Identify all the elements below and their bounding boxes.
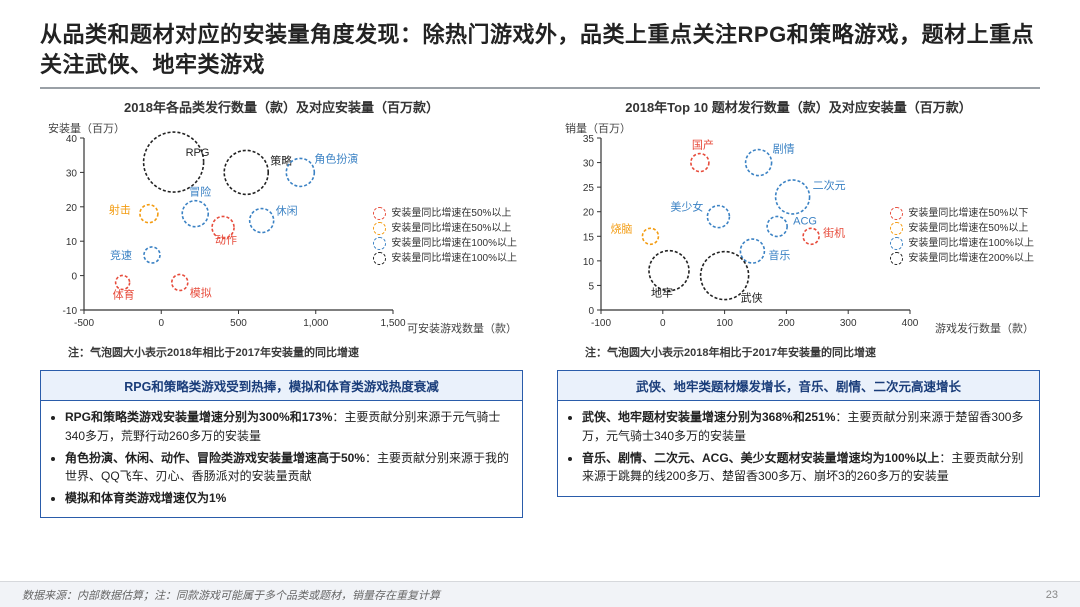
- svg-text:竞速: 竞速: [110, 248, 132, 262]
- legend-label: 安装量同比增速在100%以上: [391, 236, 517, 251]
- list-item: 武侠、地牢题材安装量增速分别为368%和251%：主要贡献分别来源于楚留香300…: [582, 408, 1027, 445]
- list-item: 音乐、剧情、二次元、ACG、美少女题材安装量增速均为100%以上：主要贡献分别来…: [582, 449, 1027, 486]
- list-item: 模拟和体育类游戏增速仅为1%: [65, 489, 510, 508]
- right-summary-box: 武侠、地牢类题材爆发增长，音乐、剧情、二次元高速增长 武侠、地牢题材安装量增速分…: [557, 370, 1040, 496]
- left-summary-box: RPG和策略类游戏受到热捧，模拟和体育类游戏热度衰减 RPG和策略类游戏安装量增…: [40, 370, 523, 518]
- legend-swatch: [890, 237, 903, 250]
- svg-text:30: 30: [583, 159, 595, 170]
- svg-text:1,000: 1,000: [303, 318, 328, 329]
- svg-text:10: 10: [583, 257, 595, 268]
- legend-row: 安装量同比增速在50%以上: [373, 221, 517, 236]
- footer: 数据来源：内部数据估算；注：同款游戏可能属于多个品类或题材，销量存在重复计算 2…: [0, 581, 1080, 607]
- right-box-head: 武侠、地牢类题材爆发增长，音乐、剧情、二次元高速增长: [558, 371, 1039, 401]
- list-item: RPG和策略类游戏安装量增速分别为300%和173%：主要贡献分别来源于元气骑士…: [65, 408, 510, 445]
- legend-row: 安装量同比增速在50%以下: [890, 206, 1034, 221]
- svg-text:街机: 街机: [823, 226, 845, 240]
- legend-swatch: [373, 237, 386, 250]
- svg-text:30: 30: [66, 169, 78, 180]
- legend-label: 安装量同比增速在50%以下: [908, 206, 1028, 221]
- left-box-head: RPG和策略类游戏受到热捧，模拟和体育类游戏热度衰减: [41, 371, 522, 401]
- left-chart-note: 注：气泡圆大小表示2018年相比于2017年安装量的同比增速: [40, 344, 523, 360]
- right-column: 2018年Top 10 题材发行数量（款）及对应安装量（百万款） 销量（百万） …: [557, 95, 1040, 518]
- left-column: 2018年各品类发行数量（款）及对应安装量（百万款） 安装量（百万） 可安装游戏…: [40, 95, 523, 518]
- right-legend: 安装量同比增速在50%以下 安装量同比增速在50%以上 安装量同比增速在100%…: [890, 206, 1034, 266]
- svg-text:角色扮演: 角色扮演: [314, 152, 358, 166]
- legend-row: 安装量同比增速在100%以上: [890, 236, 1034, 251]
- svg-text:ACG: ACG: [793, 216, 817, 228]
- svg-text:射击: 射击: [109, 203, 131, 217]
- slide-title: 从品类和题材对应的安装量角度发现：除热门游戏外，品类上重点关注RPG和策略游戏，…: [40, 20, 1040, 79]
- title-rule: [40, 87, 1040, 89]
- svg-text:500: 500: [230, 318, 247, 329]
- svg-text:烧脑: 烧脑: [610, 223, 632, 236]
- legend-swatch: [890, 222, 903, 235]
- svg-text:300: 300: [840, 318, 857, 329]
- svg-text:-100: -100: [591, 318, 611, 329]
- left-box-body: RPG和策略类游戏安装量增速分别为300%和173%：主要贡献分别来源于元气骑士…: [41, 401, 522, 517]
- right-x-label: 游戏发行数量（款）: [935, 320, 1034, 336]
- legend-swatch: [373, 207, 386, 220]
- legend-row: 安装量同比增速在50%以上: [373, 206, 517, 221]
- svg-text:美少女: 美少女: [670, 200, 703, 214]
- legend-label: 安装量同比增速在100%以上: [391, 251, 517, 266]
- svg-text:5: 5: [588, 282, 594, 293]
- left-chart-title: 2018年各品类发行数量（款）及对应安装量（百万款）: [40, 97, 523, 116]
- svg-text:体育: 体育: [113, 288, 135, 302]
- legend-label: 安装量同比增速在50%以上: [391, 221, 511, 236]
- right-box-body: 武侠、地牢题材安装量增速分别为368%和251%：主要贡献分别来源于楚留香300…: [558, 401, 1039, 495]
- svg-text:-10: -10: [63, 306, 78, 317]
- left-legend: 安装量同比增速在50%以上 安装量同比增速在50%以上 安装量同比增速在100%…: [373, 206, 517, 266]
- legend-row: 安装量同比增速在100%以上: [373, 251, 517, 266]
- list-item: 角色扮演、休闲、动作、冒险类游戏安装量增速高于50%：主要贡献分别来源于我的世界…: [65, 449, 510, 486]
- svg-text:国产: 国产: [692, 138, 714, 152]
- legend-swatch: [373, 252, 386, 265]
- right-chart-title: 2018年Top 10 题材发行数量（款）及对应安装量（百万款）: [557, 97, 1040, 116]
- legend-label: 安装量同比增速在200%以上: [908, 251, 1034, 266]
- legend-row: 安装量同比增速在50%以上: [890, 221, 1034, 236]
- legend-label: 安装量同比增速在50%以上: [908, 221, 1028, 236]
- svg-text:地牢: 地牢: [651, 286, 673, 300]
- svg-text:10: 10: [66, 238, 78, 249]
- svg-text:RPG: RPG: [186, 147, 210, 159]
- svg-text:0: 0: [588, 306, 594, 317]
- svg-text:-500: -500: [74, 318, 94, 329]
- footer-source: 数据来源：内部数据估算；注：同款游戏可能属于多个品类或题材，销量存在重复计算: [22, 587, 440, 603]
- page-number: 23: [1046, 589, 1058, 601]
- legend-row: 安装量同比增速在100%以上: [373, 236, 517, 251]
- svg-text:模拟: 模拟: [190, 286, 212, 300]
- svg-text:20: 20: [583, 208, 595, 219]
- legend-row: 安装量同比增速在200%以上: [890, 251, 1034, 266]
- left-chart: 安装量（百万） 可安装游戏数量（款） -10010203040-50005001…: [40, 120, 523, 340]
- svg-text:1,500: 1,500: [380, 318, 405, 329]
- svg-text:200: 200: [778, 318, 795, 329]
- right-y-label: 销量（百万）: [565, 120, 631, 136]
- svg-text:100: 100: [716, 318, 733, 329]
- columns: 2018年各品类发行数量（款）及对应安装量（百万款） 安装量（百万） 可安装游戏…: [40, 95, 1040, 518]
- legend-swatch: [373, 222, 386, 235]
- svg-text:动作: 动作: [215, 234, 237, 247]
- svg-text:二次元: 二次元: [813, 178, 846, 192]
- slide: 从品类和题材对应的安装量角度发现：除热门游戏外，品类上重点关注RPG和策略游戏，…: [0, 0, 1080, 607]
- legend-label: 安装量同比增速在100%以上: [908, 236, 1034, 251]
- svg-text:冒险: 冒险: [189, 185, 211, 199]
- left-y-label: 安装量（百万）: [48, 120, 125, 136]
- svg-text:25: 25: [583, 184, 595, 195]
- legend-swatch: [890, 207, 903, 220]
- right-chart-note: 注：气泡圆大小表示2018年相比于2017年安装量的同比增速: [557, 344, 1040, 360]
- svg-text:400: 400: [902, 318, 919, 329]
- svg-text:0: 0: [71, 272, 77, 283]
- svg-text:15: 15: [583, 233, 595, 244]
- svg-text:0: 0: [660, 318, 666, 329]
- left-x-label: 可安装游戏数量（款）: [407, 320, 517, 336]
- legend-swatch: [890, 252, 903, 265]
- svg-text:休闲: 休闲: [276, 204, 298, 218]
- svg-text:武侠: 武侠: [741, 292, 763, 305]
- svg-text:剧情: 剧情: [773, 143, 795, 156]
- svg-text:0: 0: [158, 318, 164, 329]
- svg-text:20: 20: [66, 203, 78, 214]
- svg-text:音乐: 音乐: [768, 248, 790, 262]
- right-chart: 销量（百万） 游戏发行数量（款） 05101520253035-10001002…: [557, 120, 1040, 340]
- legend-label: 安装量同比增速在50%以上: [391, 206, 511, 221]
